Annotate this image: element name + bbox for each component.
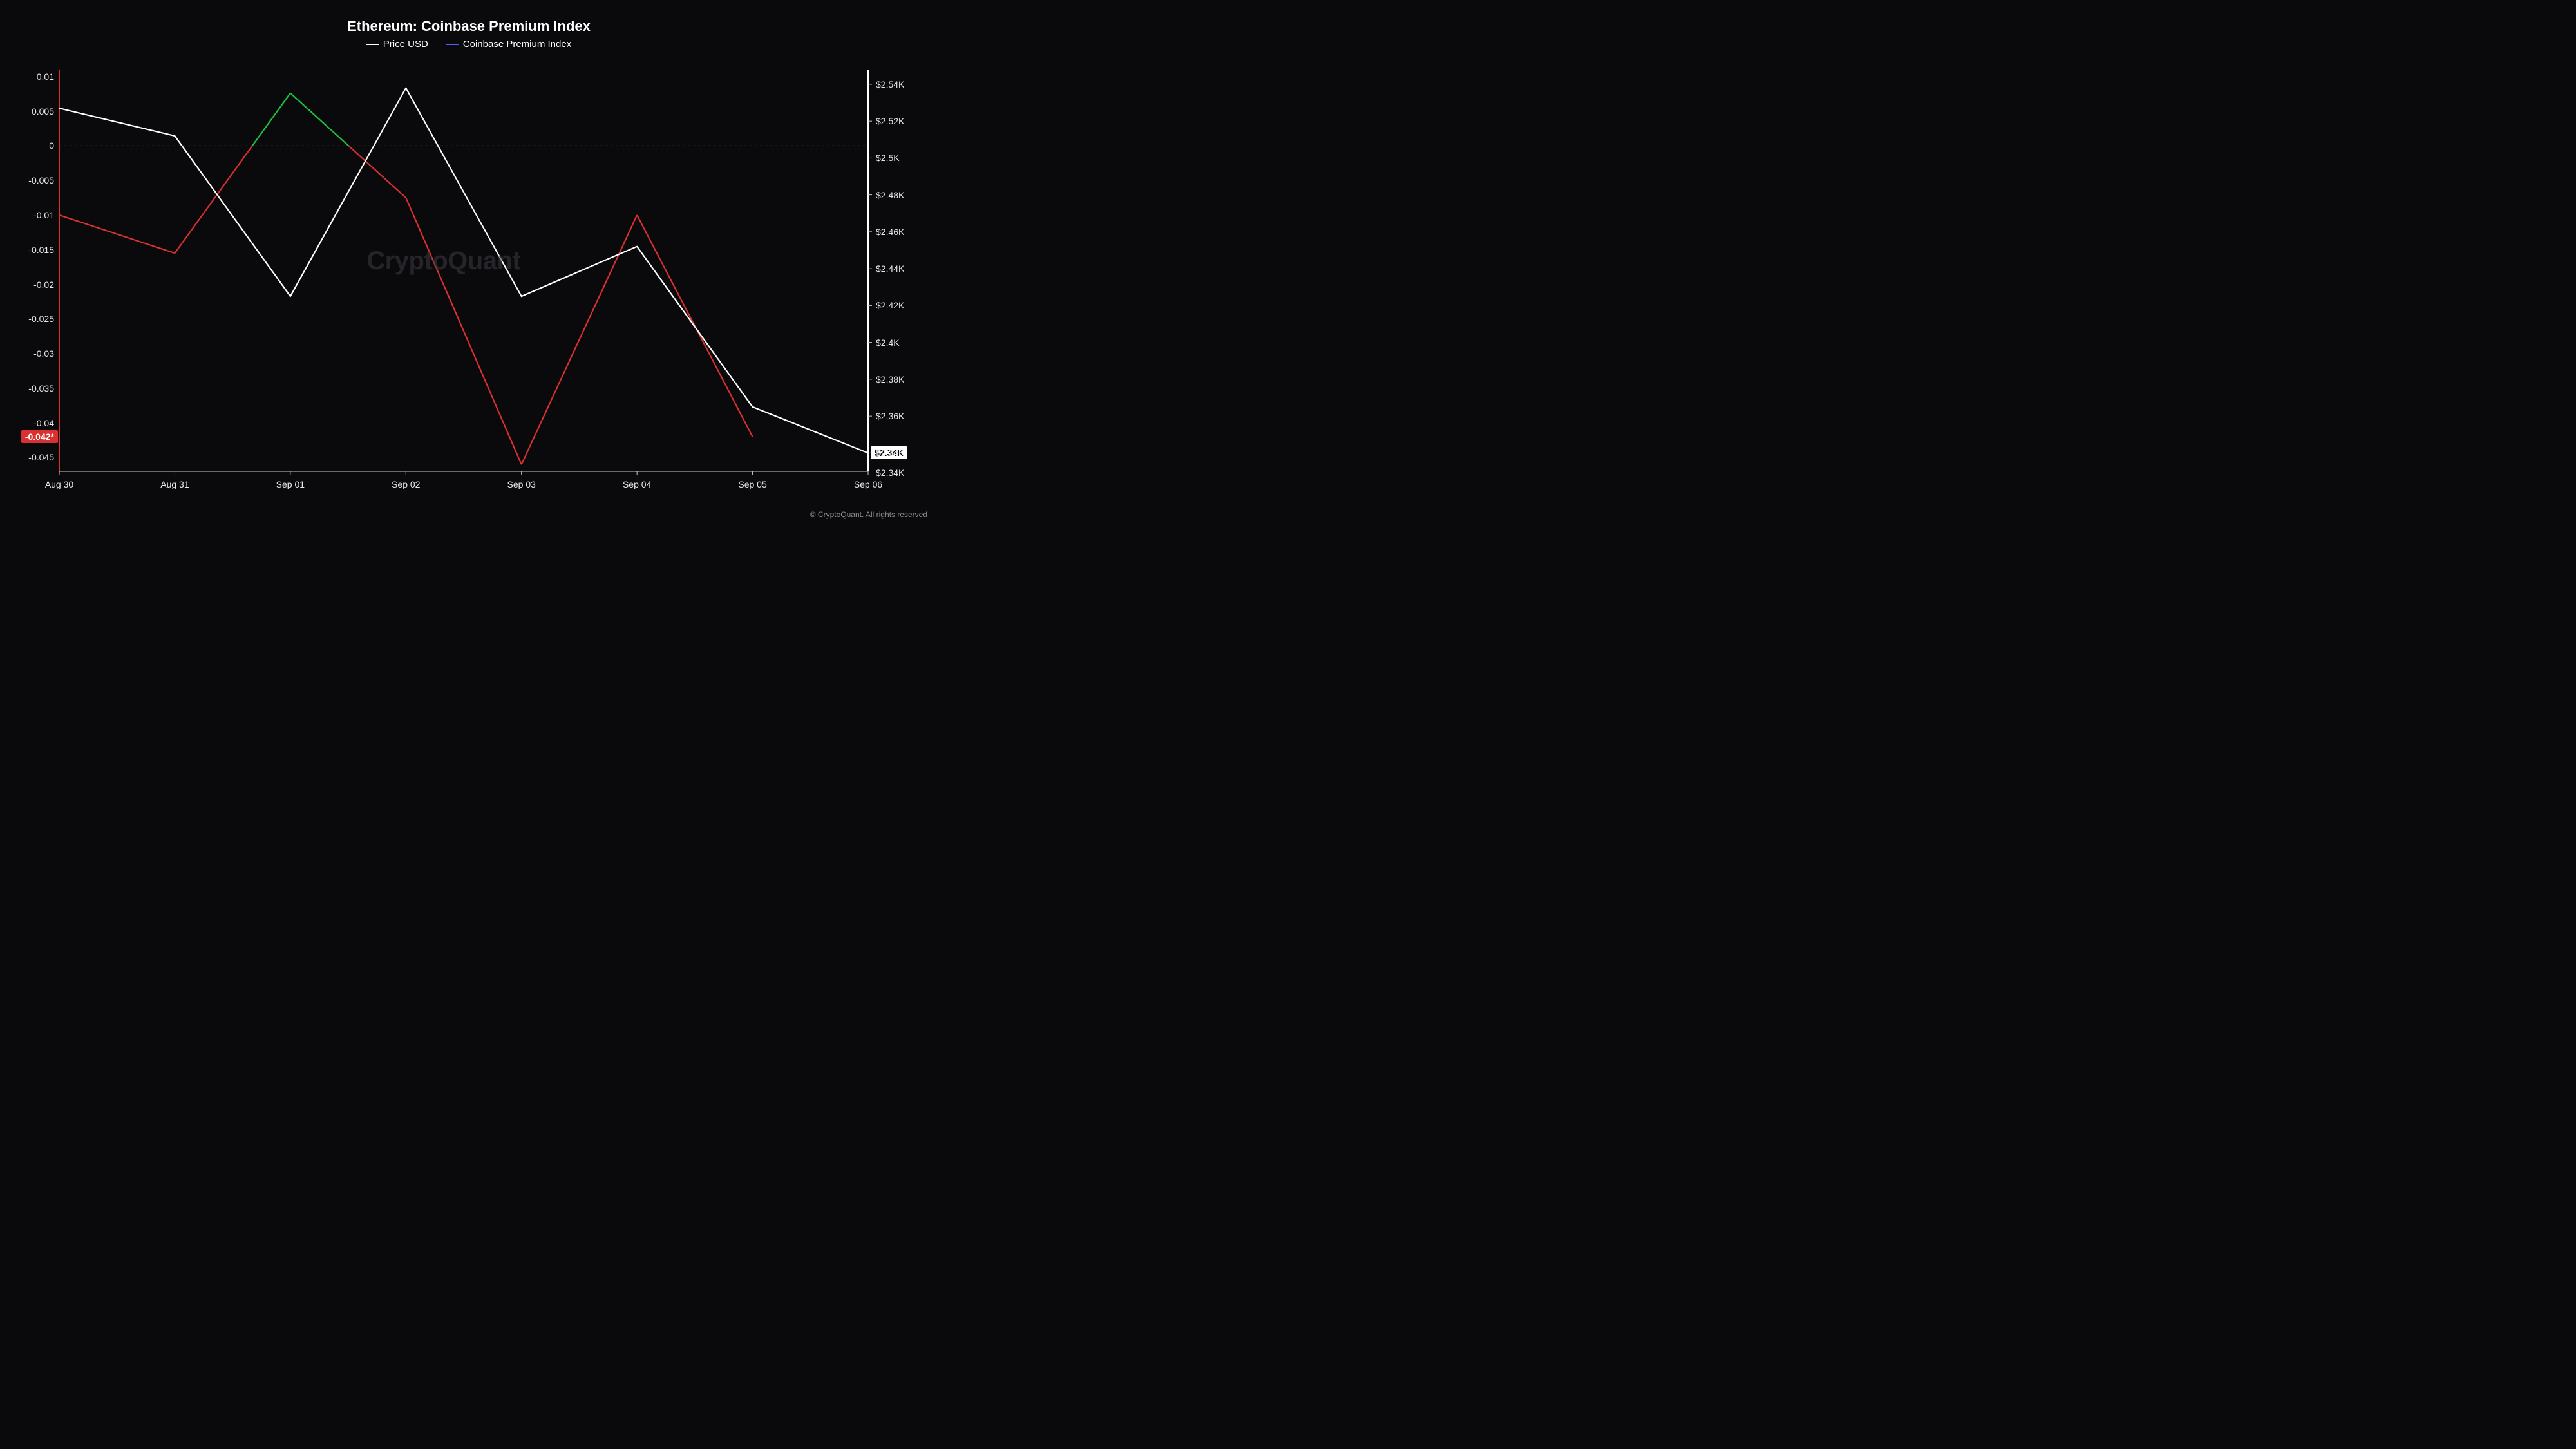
x-tick-label: Sep 05 bbox=[738, 479, 766, 489]
chart-svg bbox=[0, 0, 938, 526]
y-right-tick-label: $2.4K bbox=[876, 337, 900, 348]
y-right-tick-label: $2.5K bbox=[876, 153, 900, 163]
x-tick-label: Sep 06 bbox=[854, 479, 882, 489]
x-tick-label: Sep 02 bbox=[392, 479, 420, 489]
y-left-tick-label: 0 bbox=[49, 140, 54, 151]
y-left-tick-label: -0.045 bbox=[28, 452, 54, 462]
y-left-tick-label: -0.01 bbox=[33, 210, 54, 220]
y-right-tick-label: $2.46K bbox=[876, 227, 904, 237]
y-left-tick-label: 0.01 bbox=[37, 71, 54, 82]
y-right-tick-label: $2.48K bbox=[876, 190, 904, 200]
y-right-tick-label: $2.52K bbox=[876, 116, 904, 126]
x-tick-label: Sep 04 bbox=[623, 479, 651, 489]
y-left-tick-label: -0.015 bbox=[28, 245, 54, 255]
y-right-tick-label: $2.34K bbox=[876, 448, 904, 458]
x-tick-label: Aug 30 bbox=[45, 479, 73, 489]
y-left-tick-label: -0.005 bbox=[28, 175, 54, 185]
y-right-tick-label: $2.42K bbox=[876, 300, 904, 310]
y-left-tick-label: -0.03 bbox=[33, 348, 54, 359]
y-left-tick-label: -0.02 bbox=[33, 279, 54, 290]
x-tick-label: Sep 03 bbox=[507, 479, 536, 489]
copyright: © CryptoQuant. All rights reserved bbox=[810, 510, 927, 519]
left-axis-badge: -0.042* bbox=[21, 430, 58, 443]
y-left-tick-label: -0.035 bbox=[28, 383, 54, 393]
y-right-tick-label: $2.36K bbox=[876, 411, 904, 421]
y-left-tick-label: -0.025 bbox=[28, 314, 54, 324]
chart-area: CryptoQuant -0.042* $2.34K 0.010.0050-0.… bbox=[0, 0, 938, 526]
y-right-tick-label: $2.38K bbox=[876, 374, 904, 384]
y-right-tick-label: $2.54K bbox=[876, 79, 904, 90]
y-right-extra-label: $2.34K bbox=[876, 468, 904, 478]
x-tick-label: Aug 31 bbox=[160, 479, 189, 489]
x-tick-label: Sep 01 bbox=[276, 479, 305, 489]
y-right-tick-label: $2.44K bbox=[876, 263, 904, 274]
y-left-tick-label: 0.005 bbox=[32, 106, 54, 117]
y-left-tick-label: -0.04 bbox=[33, 418, 54, 428]
